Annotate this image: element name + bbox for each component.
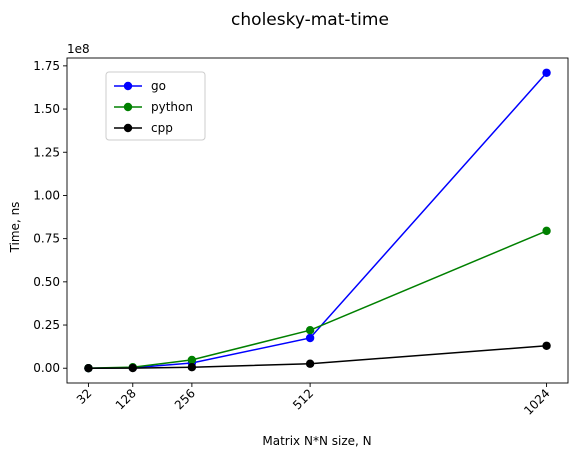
x-tick-label: 512 <box>290 386 316 412</box>
series-line-python <box>88 230 547 369</box>
x-axis-label: Matrix N*N size, N <box>262 434 371 448</box>
data-point-cpp <box>187 362 197 372</box>
y-tick-label: 1.75 <box>33 59 60 73</box>
x-tick-label: 32 <box>74 386 95 407</box>
legend: go python cpp <box>105 71 206 141</box>
legend-marker-cpp <box>123 123 133 133</box>
legend-label-python: python <box>151 100 193 114</box>
chart-title: cholesky-mat-time <box>231 10 389 30</box>
x-tick-label: 128 <box>113 386 139 412</box>
legend-label-cpp: cpp <box>151 121 173 135</box>
y-scale-note: 1e8 <box>67 42 90 56</box>
y-tick-label: 1.25 <box>33 145 60 159</box>
data-point-go <box>542 68 551 77</box>
y-tick-label: 0.00 <box>33 361 60 375</box>
y-axis-label: Time, ns <box>8 202 22 254</box>
y-tick-label: 0.75 <box>33 232 60 246</box>
y-tick-label: 0.50 <box>33 275 60 289</box>
data-point-go <box>305 333 315 343</box>
series-layer <box>84 68 551 373</box>
data-point-cpp <box>542 341 551 350</box>
data-point-cpp <box>305 359 315 368</box>
x-axis: 32 128 256 512 1024 <box>74 383 553 418</box>
data-point-python <box>542 226 551 236</box>
legend-marker-go <box>123 81 133 91</box>
y-tick-label: 1.50 <box>33 102 60 116</box>
data-point-cpp <box>84 364 93 373</box>
legend-marker-python <box>123 102 133 112</box>
legend-label-go: go <box>151 79 166 93</box>
x-tick-label: 1024 <box>521 386 552 417</box>
data-point-python <box>305 326 315 335</box>
x-tick-label: 256 <box>172 386 198 412</box>
y-tick-label: 0.25 <box>33 318 60 332</box>
plot-area <box>66 57 569 384</box>
y-axis: 0.00 0.25 0.50 0.75 1.00 1.25 1.50 1.75 <box>33 59 67 375</box>
data-point-cpp <box>128 363 137 373</box>
data-point-python <box>187 355 197 365</box>
y-tick-label: 1.00 <box>33 188 60 202</box>
